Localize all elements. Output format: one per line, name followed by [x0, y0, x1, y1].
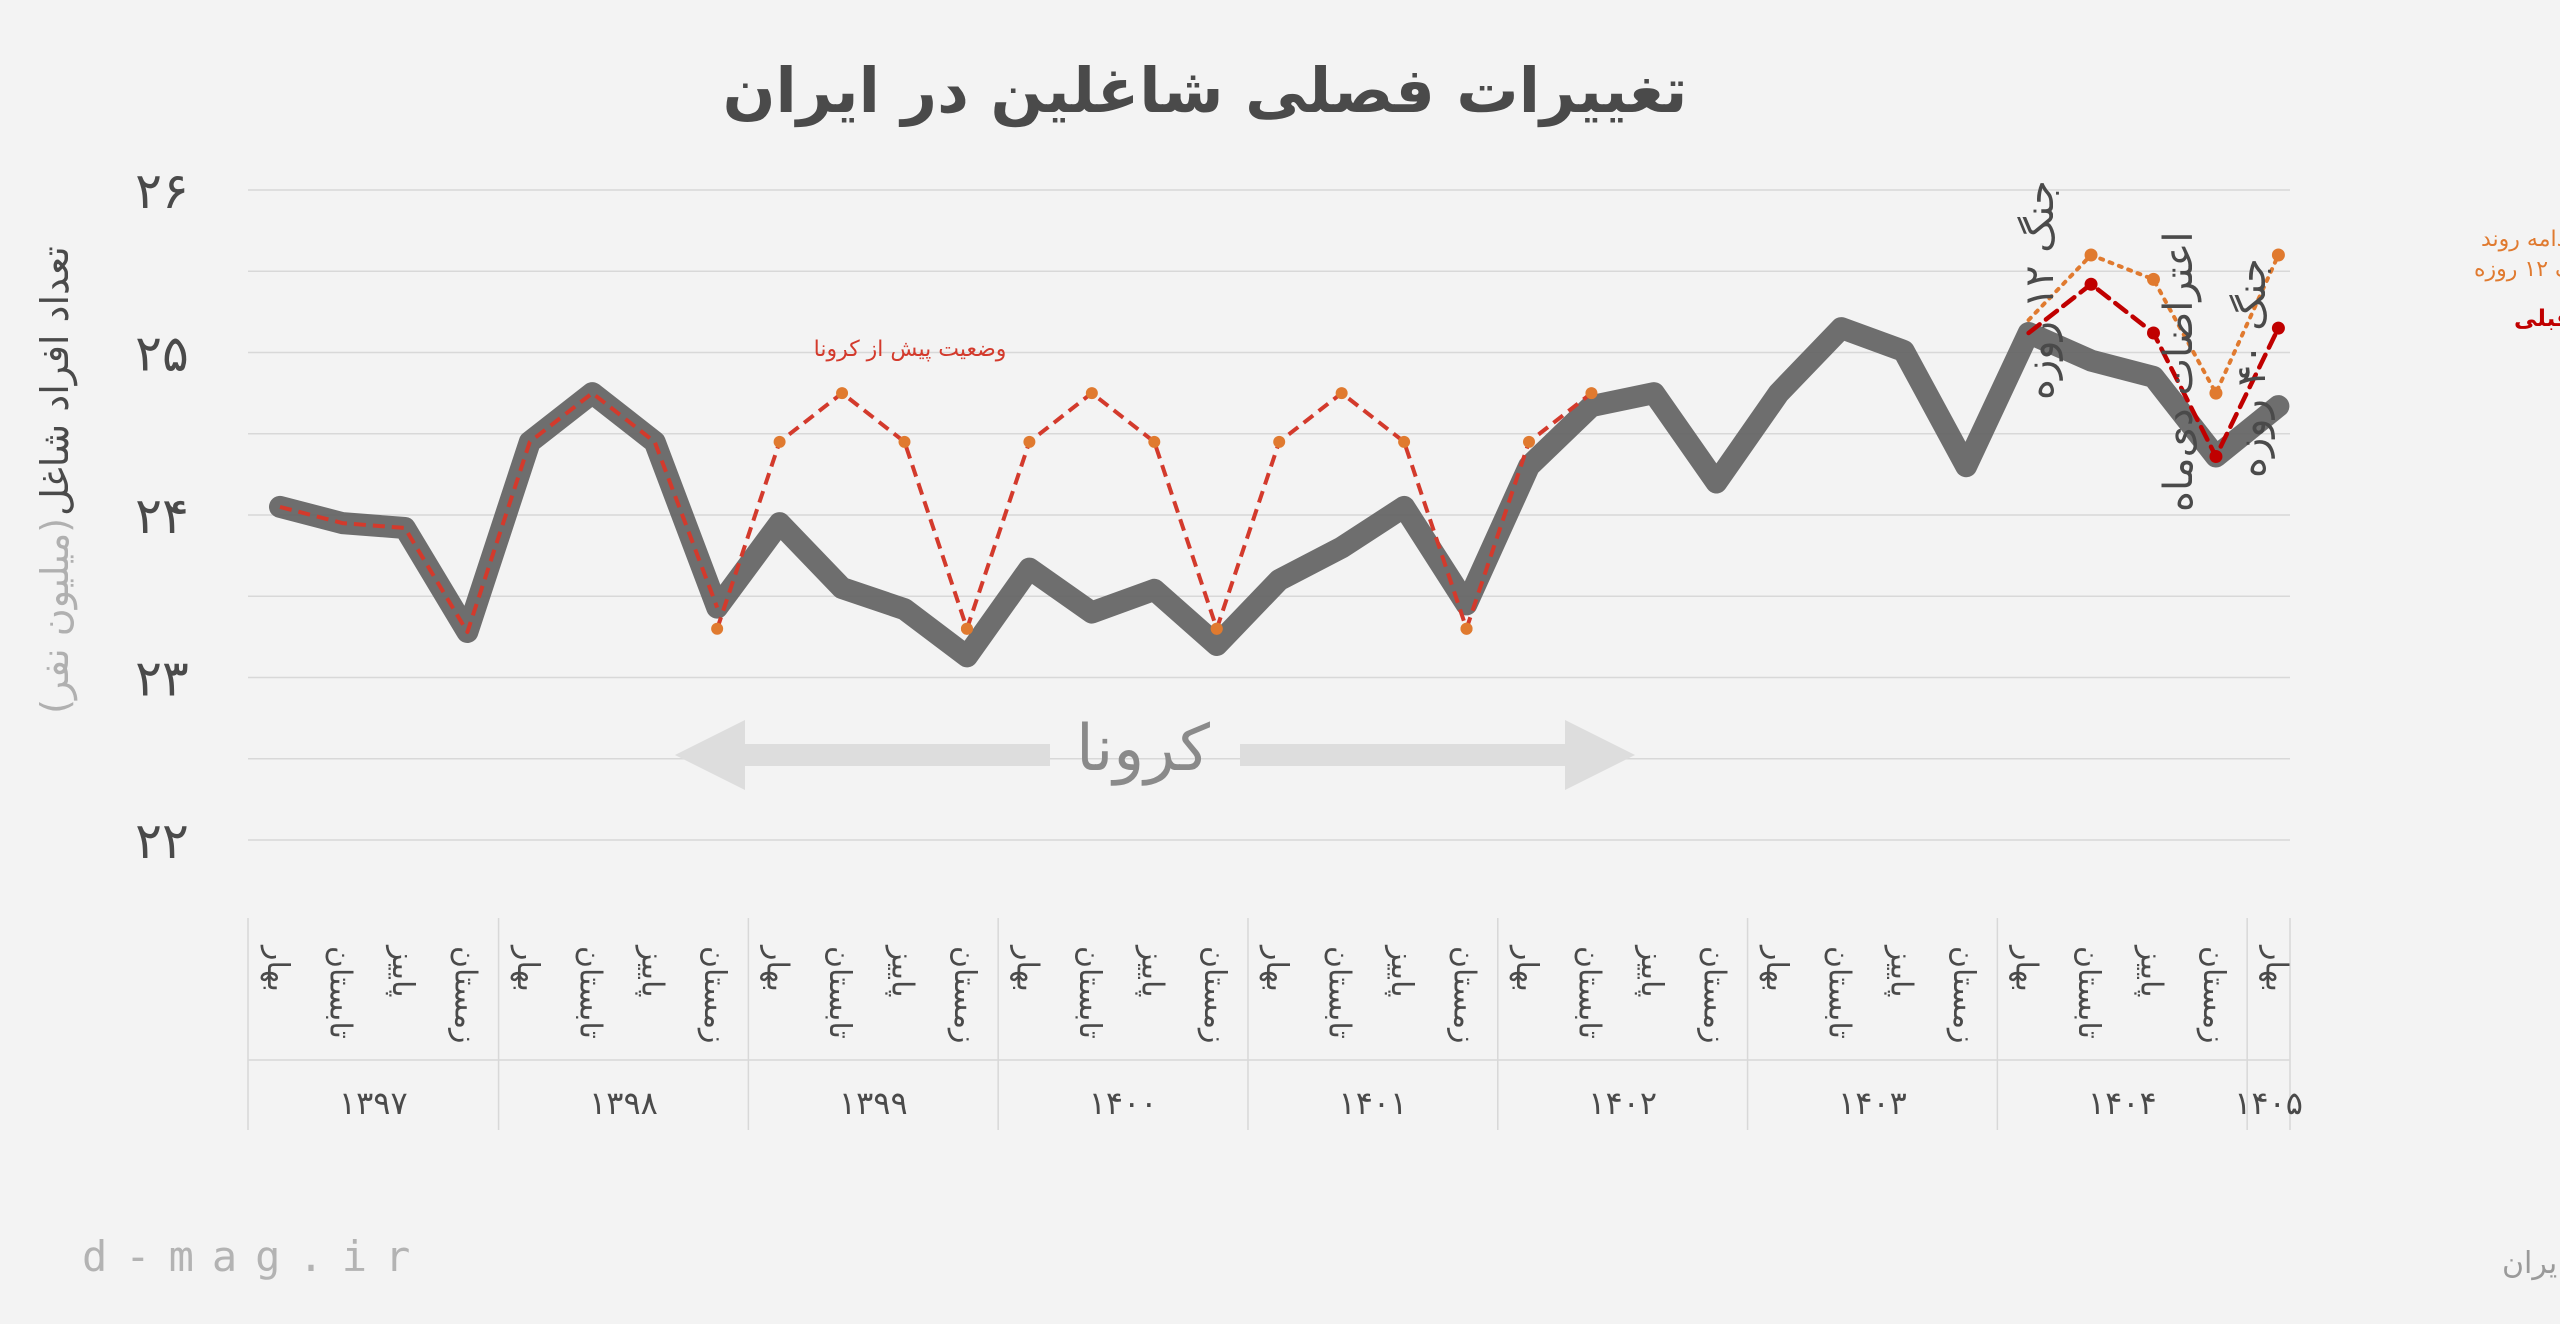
- y-tick-layer: ۲۶ ۲۵ ۲۴ ۲۳ ۲۲: [135, 162, 189, 870]
- series-line-projection-orange: [2026, 253, 2281, 396]
- series-point-projection-orange: [2147, 272, 2160, 286]
- year-label: ۱۴۰۵: [2234, 1084, 2303, 1122]
- series-point-projection-red: [2271, 321, 2285, 335]
- season-label: زمستان: [1447, 946, 1482, 1044]
- season-label: زمستان: [1197, 946, 1232, 1044]
- y-axis-label-unit: (میلیون نفر): [33, 518, 78, 714]
- season-label: بهار: [1259, 944, 1294, 992]
- year-label: ۱۴۰۴: [2088, 1084, 2157, 1122]
- series-point-precorona: [960, 622, 973, 635]
- corona-arrow-left-head: [675, 720, 745, 790]
- year-label: ۱۴۰۲: [1588, 1084, 1657, 1122]
- season-label: پاییز: [635, 944, 670, 997]
- series-point-precorona: [1148, 435, 1161, 448]
- series-line-actual: [269, 317, 2290, 668]
- season-label: زمستان: [447, 946, 482, 1044]
- season-label: زمستان: [697, 946, 732, 1044]
- series-point-precorona: [1460, 622, 1473, 635]
- projection-orange-annotation-line-1: در صورت ادامه روند: [2481, 227, 2560, 252]
- season-label: بهار: [510, 944, 545, 992]
- series-line-precorona: [279, 391, 720, 634]
- season-label: تابستان: [1572, 946, 1607, 1039]
- y-tick-label: ۲۳: [135, 650, 189, 708]
- series-point-precorona: [1335, 387, 1348, 400]
- season-label: پاییز: [1134, 944, 1169, 997]
- season-label: بهار: [1759, 944, 1794, 992]
- season-label: بهار: [2009, 944, 2044, 992]
- series-point-projection-orange: [2209, 386, 2223, 400]
- grid-layer: [248, 189, 2290, 841]
- season-label: پاییز: [2134, 944, 2169, 997]
- year-label: ۱۴۰۰: [1089, 1084, 1158, 1122]
- season-label: تابستان: [1072, 946, 1107, 1039]
- y-tick-label: ۲۲: [135, 812, 189, 870]
- projection-red-annotation: در صوت ادامه روند قبلی: [2514, 306, 2560, 332]
- season-label: زمستان: [947, 946, 982, 1044]
- season-label: زمستان: [1946, 946, 1981, 1044]
- event-protests: اعتراضات دی‌ماه: [2156, 232, 2202, 512]
- series-point-projection-red: [2084, 277, 2098, 291]
- season-label: بهار: [1009, 944, 1044, 992]
- x-axis: بهار تابستان پاییز زمستان بهار تابستان پاییز زم…: [247, 918, 2303, 1130]
- season-label: تابستان: [1821, 946, 1856, 1039]
- season-label: تابستان: [572, 946, 607, 1039]
- footer-brand: d-mag.ir: [82, 1232, 428, 1281]
- y-axis-label-group: تعداد افراد شاغل (میلیون نفر): [33, 246, 78, 714]
- series-point-precorona: [773, 435, 786, 448]
- series-point-precorona: [1023, 435, 1036, 448]
- corona-label: کرونا: [1076, 712, 1211, 786]
- series-point-precorona: [898, 435, 911, 448]
- corona-arrow-left-shaft: [740, 744, 1050, 766]
- chart-title: تغییرات فصلی شاغلین در ایران: [723, 54, 1688, 127]
- season-label: زمستان: [1696, 946, 1731, 1044]
- season-label: پاییز: [1384, 944, 1419, 997]
- series-point-precorona: [1523, 435, 1535, 448]
- y-tick-label: ۲۶: [135, 162, 189, 220]
- series-point-precorona: [1273, 435, 1286, 448]
- season-label: بهار: [1509, 944, 1544, 992]
- series-point-projection-orange: [2084, 248, 2098, 262]
- season-label: تابستان: [1322, 946, 1357, 1039]
- season-label: پاییز: [385, 944, 420, 997]
- year-label: ۱۳۹۹: [839, 1084, 908, 1122]
- series-point-precorona: [1085, 387, 1098, 400]
- series-point-projection-red: [2147, 326, 2160, 340]
- series-point-precorona: [836, 387, 849, 400]
- corona-arrow: کرونا: [675, 712, 1635, 790]
- season-label: پاییز: [1884, 944, 1919, 997]
- season-label: زمستان: [2196, 946, 2231, 1044]
- corona-arrow-right-head: [1565, 720, 1635, 790]
- series-point-precorona: [1210, 622, 1223, 635]
- year-label: ۱۳۹۸: [589, 1084, 658, 1122]
- series-point-projection-red: [2209, 450, 2223, 463]
- year-label: ۱۴۰۳: [1838, 1084, 1907, 1122]
- projection-orange-annotation: در صورت ادامه روند قبل از جنگ ۱۲ روزه: [2474, 227, 2560, 282]
- series-point-precorona: [711, 622, 724, 635]
- season-label: بهار: [260, 944, 295, 992]
- season-label: تابستان: [822, 946, 857, 1039]
- series-point-projection-orange: [2271, 248, 2285, 262]
- event-war-40: جنگ ۴۰ روزه: [2229, 258, 2275, 478]
- y-axis-label: تعداد افراد شاغل (میلیون نفر): [33, 246, 78, 714]
- series-point-precorona: [1398, 435, 1411, 448]
- season-label: بهار: [2258, 944, 2293, 992]
- footer-source: منبع داده: نتایج طرح آمارگیری فصلی نیروی…: [2502, 1245, 2560, 1281]
- y-tick-label: ۲۴: [135, 487, 189, 545]
- y-axis-label-main: تعداد افراد شاغل: [33, 246, 78, 516]
- season-label: تابستان: [322, 946, 357, 1039]
- series-layer: [269, 248, 2290, 668]
- y-tick-label: ۲۵: [135, 325, 189, 383]
- projection-orange-annotation-line-2: قبل از جنگ ۱۲ روزه: [2474, 256, 2560, 282]
- precorona-annotation: وضعیت پیش از کرونا: [814, 337, 1007, 362]
- series-point-precorona: [1585, 387, 1598, 400]
- season-label: تابستان: [2071, 946, 2106, 1039]
- year-label: ۱۳۹۷: [339, 1084, 408, 1122]
- corona-arrow-right-shaft: [1240, 744, 1565, 766]
- year-label: ۱۴۰۱: [1339, 1084, 1408, 1122]
- season-label: بهار: [760, 944, 795, 992]
- season-label: پاییز: [885, 944, 920, 997]
- season-label: پاییز: [1634, 944, 1669, 997]
- event-war-12: جنگ ۱۲ روزه: [2017, 180, 2063, 400]
